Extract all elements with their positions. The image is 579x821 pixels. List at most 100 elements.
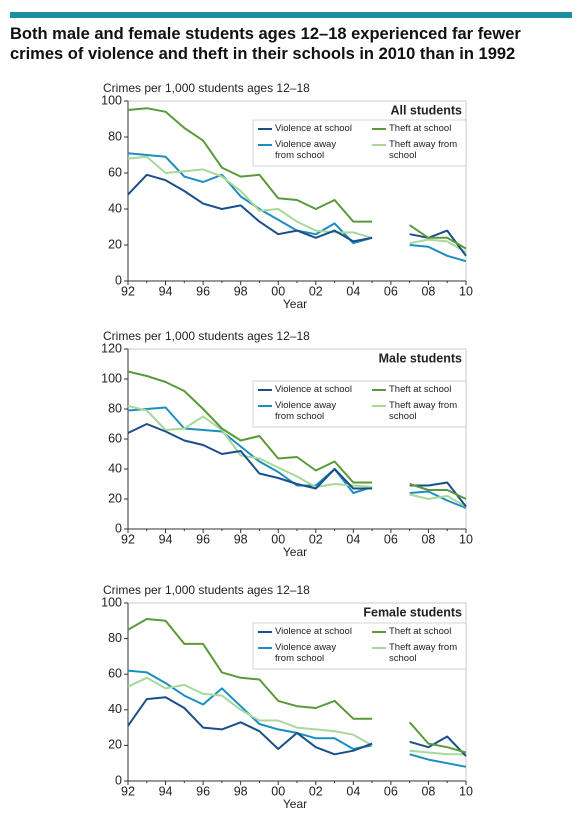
y-axis-label: Crimes per 1,000 students ages 12–18 (103, 329, 310, 343)
panel-title: All students (390, 103, 462, 117)
x-tick-label: 08 (421, 284, 435, 298)
legend-label: Violence away from school (275, 400, 337, 422)
x-tick-label: 96 (196, 532, 210, 546)
legend-item: Theft at school (389, 123, 452, 134)
x-tick-label: 00 (271, 784, 285, 798)
y-axis-label: Crimes per 1,000 students ages 12–18 (103, 81, 310, 95)
x-tick-label: 06 (384, 284, 398, 298)
y-tick-label: 60 (108, 666, 122, 680)
series-line (127, 696, 467, 757)
legend-item: Violence at school (275, 384, 352, 395)
legend-label: Theft at school (389, 123, 452, 134)
y-tick-label: 20 (108, 738, 122, 752)
legend-label: Violence away from school (275, 642, 337, 664)
legend-label: Violence away from school (275, 139, 337, 161)
legend-label: Theft at school (389, 626, 452, 637)
series-line (127, 405, 467, 508)
x-axis-label: Year (283, 297, 307, 311)
y-tick-label: 60 (108, 431, 122, 445)
y-tick-label: 120 (101, 341, 122, 355)
legend-box (252, 119, 467, 167)
y-tick-label: 80 (108, 631, 122, 645)
x-tick-label: 08 (421, 532, 435, 546)
page-title: Both male and female students ages 12–18… (10, 25, 521, 63)
x-tick-label: 04 (346, 784, 360, 798)
x-tick-label: 04 (346, 532, 360, 546)
x-axis-label: Year (283, 545, 307, 559)
x-tick-label: 94 (159, 532, 173, 546)
legend-label: Theft away from school (389, 400, 458, 422)
x-tick-label: 98 (234, 532, 248, 546)
y-tick-label: 40 (108, 201, 122, 215)
x-tick-label: 94 (159, 284, 173, 298)
y-tick-label: 40 (108, 461, 122, 475)
series-line (127, 107, 467, 250)
y-tick-label: 60 (108, 165, 122, 179)
legend-item: Theft at school (389, 626, 452, 637)
y-tick-label: 100 (101, 93, 122, 107)
y-tick-label: 0 (115, 273, 122, 287)
y-tick-label: 100 (101, 371, 122, 385)
legend-label: Violence at school (275, 626, 352, 637)
legend-label: Theft away from school (389, 139, 458, 161)
x-tick-label: 94 (159, 784, 173, 798)
x-tick-label: 10 (459, 532, 473, 546)
y-tick-label: 40 (108, 702, 122, 716)
y-axis-label: Crimes per 1,000 students ages 12–18 (103, 583, 310, 597)
series-line (127, 173, 467, 257)
y-tick-label: 80 (108, 129, 122, 143)
x-tick-label: 96 (196, 284, 210, 298)
x-tick-label: 92 (121, 784, 135, 798)
plot-frame (127, 348, 467, 530)
x-tick-label: 92 (121, 532, 135, 546)
y-tick-label: 80 (108, 401, 122, 415)
legend-item: Violence away from school (275, 139, 337, 161)
y-tick-label: 20 (108, 491, 122, 505)
legend-box (252, 380, 467, 428)
x-tick-label: 02 (309, 284, 323, 298)
legend-label: Theft at school (389, 384, 452, 395)
x-tick-label: 96 (196, 784, 210, 798)
x-axis-label: Year (283, 797, 307, 811)
title-box: Both male and female students ages 12–18… (10, 25, 521, 63)
legend-label: Violence at school (275, 123, 352, 134)
y-tick-label: 0 (115, 521, 122, 535)
legend-item: Violence at school (275, 123, 352, 134)
panel-title: Female students (363, 605, 462, 619)
legend-box (252, 622, 467, 670)
legend-item: Theft away from school (389, 642, 458, 664)
legend-label: Violence at school (275, 384, 352, 395)
x-tick-label: 10 (459, 784, 473, 798)
series-line (127, 423, 467, 508)
x-tick-label: 04 (346, 284, 360, 298)
legend-item: Violence away from school (275, 642, 337, 664)
series-line (127, 155, 467, 254)
x-tick-label: 02 (309, 532, 323, 546)
x-tick-label: 06 (384, 532, 398, 546)
legend-item: Violence away from school (275, 400, 337, 422)
y-tick-label: 20 (108, 237, 122, 251)
x-tick-label: 02 (309, 784, 323, 798)
y-tick-label: 100 (101, 595, 122, 609)
x-tick-label: 92 (121, 284, 135, 298)
legend-item: Theft away from school (389, 139, 458, 161)
legend-label: Theft away from school (389, 642, 458, 664)
x-tick-label: 06 (384, 784, 398, 798)
x-tick-label: 98 (234, 284, 248, 298)
series-line (127, 676, 466, 756)
legend-item: Violence at school (275, 626, 352, 637)
series-line (127, 370, 467, 500)
x-tick-label: 10 (459, 284, 473, 298)
x-tick-label: 00 (271, 284, 285, 298)
legend-item: Theft away from school (389, 400, 458, 422)
panel-title: Male students (379, 351, 462, 365)
legend-item: Theft at school (389, 384, 452, 395)
series-line (127, 618, 467, 754)
x-tick-label: 08 (421, 784, 435, 798)
series-line (127, 152, 467, 263)
x-tick-label: 00 (271, 532, 285, 546)
header-bar (10, 12, 572, 18)
y-tick-label: 0 (115, 773, 122, 787)
